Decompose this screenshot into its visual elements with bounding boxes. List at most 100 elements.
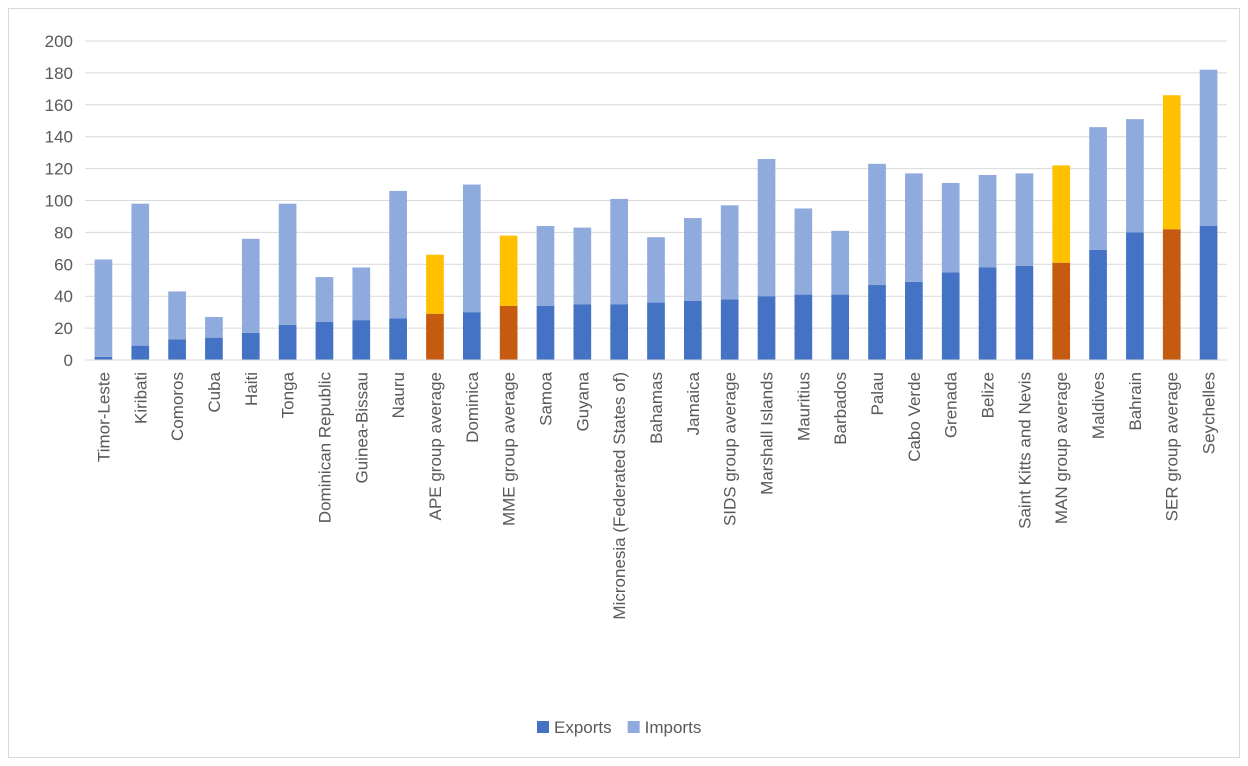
x-tick-label: Tonga xyxy=(279,371,298,418)
x-tick-label: Bahrain xyxy=(1126,372,1145,431)
x-tick-label: Saint Kitts and Nevis xyxy=(1015,372,1034,529)
y-axis-ticks: 0 20 40 60 80 100 120 140 160 180 200 xyxy=(45,32,73,370)
bar-exports-15 xyxy=(647,302,665,360)
x-tick-label: Marshall Islands xyxy=(758,372,777,495)
x-tick-label: Haiti xyxy=(242,372,261,406)
bar-exports-24 xyxy=(978,267,997,360)
x-tick-label: Comoros xyxy=(168,372,187,441)
bar-exports-3 xyxy=(205,337,223,360)
x-tick-label: Guinea-Bissau xyxy=(352,372,371,484)
x-tick-label: Mauritius xyxy=(794,372,813,441)
x-tick-label: Cuba xyxy=(205,371,224,412)
bar-exports-13 xyxy=(573,304,592,360)
y-tick-label: 160 xyxy=(45,96,73,115)
bar-imports-1 xyxy=(131,203,150,346)
bar-exports-0 xyxy=(94,356,113,360)
bar-exports-21 xyxy=(868,285,886,360)
bar-exports-4 xyxy=(241,332,260,360)
bar-imports-12 xyxy=(536,226,555,306)
bar-imports-7 xyxy=(352,267,371,321)
bar-exports-26 xyxy=(1052,262,1071,360)
legend-swatch-exports xyxy=(537,721,549,733)
x-tick-label: Kiribati xyxy=(131,372,150,424)
legend-swatch-imports xyxy=(627,721,640,733)
x-tick-label: Samoa xyxy=(536,371,555,425)
bar-imports-21 xyxy=(868,163,886,286)
bar-imports-3 xyxy=(205,316,223,338)
bar-exports-18 xyxy=(757,296,776,360)
bar-exports-20 xyxy=(831,294,850,360)
bar-exports-6 xyxy=(315,321,334,360)
bar-imports-4 xyxy=(241,238,260,333)
bar-exports-1 xyxy=(131,345,150,360)
chart-frame: 0 20 40 60 80 100 120 140 160 180 200 Timor-Leste K… xyxy=(8,8,1240,758)
y-tick-label: 40 xyxy=(54,287,73,306)
bar-imports-2 xyxy=(168,291,186,340)
x-tick-label: Bahamas xyxy=(647,372,666,444)
bar-imports-27 xyxy=(1089,127,1107,250)
bars xyxy=(94,69,1218,360)
bar-exports-23 xyxy=(941,272,960,360)
x-tick-label: Dominica xyxy=(463,371,482,442)
bar-imports-11 xyxy=(499,235,518,306)
grid-lines xyxy=(85,40,1227,329)
y-tick-label: 140 xyxy=(45,128,73,147)
x-tick-label: Jamaica xyxy=(684,371,703,435)
x-tick-label: Barbados xyxy=(831,372,850,445)
bar-exports-11 xyxy=(499,305,518,360)
bar-imports-13 xyxy=(573,227,592,305)
bar-imports-28 xyxy=(1126,119,1144,233)
bar-imports-19 xyxy=(794,208,813,295)
legend-label-imports: Imports xyxy=(645,718,702,737)
bar-imports-16 xyxy=(683,218,702,301)
bar-exports-5 xyxy=(278,324,297,360)
bar-imports-6 xyxy=(315,277,334,322)
bar-exports-28 xyxy=(1126,232,1144,360)
y-tick-label: 0 xyxy=(64,351,73,370)
x-tick-label: Dominican Republic xyxy=(315,372,334,524)
bar-imports-22 xyxy=(905,173,923,282)
bar-imports-9 xyxy=(426,254,444,314)
bar-exports-14 xyxy=(610,304,629,360)
bar-imports-23 xyxy=(941,182,960,273)
x-tick-label: MME group average xyxy=(500,372,519,526)
x-tick-label: Belize xyxy=(979,372,998,418)
bar-imports-15 xyxy=(647,237,665,303)
x-tick-label: Maldives xyxy=(1089,372,1108,439)
bar-imports-30 xyxy=(1199,69,1218,227)
bar-exports-27 xyxy=(1089,249,1107,360)
bar-exports-8 xyxy=(389,318,407,360)
bar-exports-7 xyxy=(352,320,371,360)
x-tick-label: SIDS group average xyxy=(721,372,740,526)
bar-exports-17 xyxy=(720,299,739,360)
x-tick-label: Timor-Leste xyxy=(94,372,113,462)
legend-label-exports: Exports xyxy=(554,718,612,737)
x-tick-label: Guyana xyxy=(573,371,592,431)
y-tick-label: 180 xyxy=(45,64,73,83)
bar-exports-16 xyxy=(683,300,702,360)
y-tick-label: 20 xyxy=(54,319,73,338)
x-axis-ticks: Timor-Leste Kiribati Comoros Cuba Haiti Tonga… xyxy=(94,371,1218,619)
x-tick-label: APE group average xyxy=(426,372,445,520)
x-tick-label: MAN group average xyxy=(1052,372,1071,524)
bar-exports-29 xyxy=(1162,229,1181,360)
bar-imports-26 xyxy=(1052,165,1071,263)
y-tick-label: 100 xyxy=(45,192,73,211)
y-tick-label: 120 xyxy=(45,160,73,179)
stacked-bar-chart: 0 20 40 60 80 100 120 140 160 180 200 Timor-Leste K… xyxy=(45,32,1227,737)
bar-imports-25 xyxy=(1015,173,1034,266)
y-tick-label: 200 xyxy=(45,32,73,51)
bar-imports-29 xyxy=(1162,95,1181,230)
bar-imports-0 xyxy=(94,259,113,357)
bar-exports-30 xyxy=(1199,226,1218,360)
x-tick-label: Nauru xyxy=(389,372,408,418)
bar-imports-8 xyxy=(389,190,407,319)
bar-imports-10 xyxy=(462,184,481,313)
bar-imports-17 xyxy=(720,205,739,300)
bar-exports-10 xyxy=(462,312,481,360)
y-tick-label: 60 xyxy=(54,255,73,274)
bar-imports-14 xyxy=(610,198,629,305)
bar-imports-24 xyxy=(978,174,997,268)
x-tick-label: Cabo Verde xyxy=(905,372,924,462)
x-tick-label: Grenada xyxy=(942,371,961,438)
